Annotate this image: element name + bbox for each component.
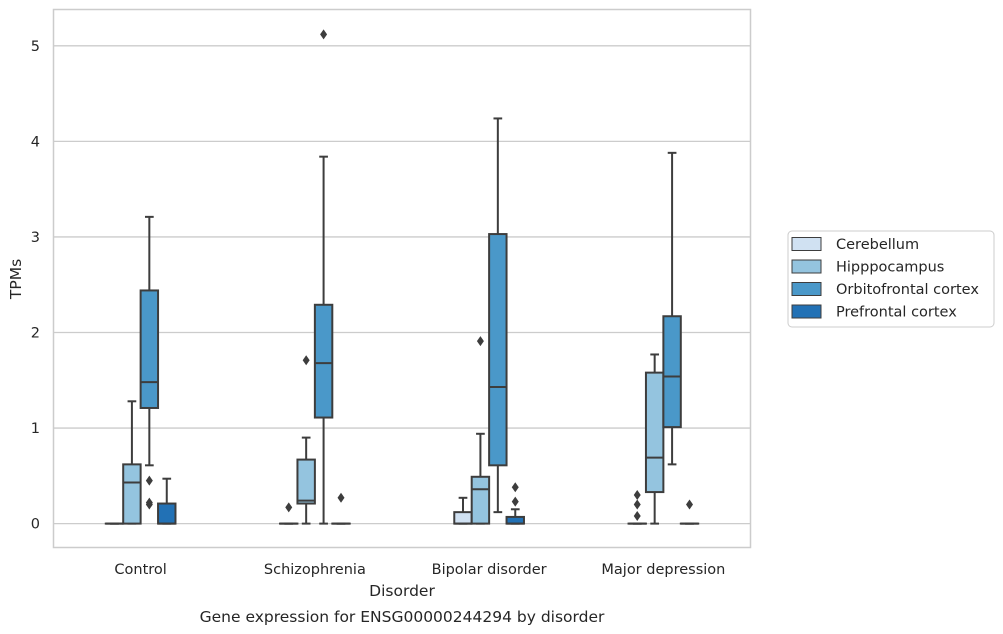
boxes: [104, 29, 700, 525]
outlier-point: [633, 489, 641, 500]
box-prefrontal-cortex: [679, 499, 700, 525]
box-cerebellum: [627, 489, 647, 525]
iqr-box: [139, 289, 160, 409]
y-axis-label: TPMs: [7, 259, 25, 300]
outlier-point: [145, 475, 153, 486]
legend-frame: [787, 230, 995, 328]
x-tick-label: Schizophrenia: [264, 562, 366, 578]
box-orbitofrontal-cortex: [488, 117, 508, 514]
iqr-box: [644, 371, 665, 494]
box-prefrontal-cortex: [505, 482, 525, 525]
outlier-point: [633, 510, 641, 521]
iqr-box: [122, 463, 142, 525]
iqr-box: [157, 502, 177, 525]
legend-entry-label: Hipppocampus: [836, 260, 944, 276]
outlier-point: [511, 482, 519, 493]
box-orbitofrontal-cortex: [662, 151, 682, 466]
outlier-point: [337, 492, 345, 503]
x-tick-label: Major depression: [601, 562, 725, 578]
x-axis-label: Disorder: [369, 582, 435, 600]
iqr-box: [453, 511, 473, 525]
y-tick-label: 1: [31, 421, 40, 437]
y-tick-label: 0: [31, 517, 40, 533]
iqr-box: [313, 303, 334, 419]
x-tick-label: Control: [114, 562, 166, 578]
outlier-point: [145, 497, 153, 508]
box-cerebellum: [453, 496, 473, 525]
outlier-point: [285, 502, 293, 513]
box-hipppocampus: [296, 355, 316, 525]
legend-entry-label: Prefrontal cortex: [836, 305, 957, 321]
outlier-point: [302, 355, 310, 366]
x-tick-label: Bipolar disorder: [432, 562, 547, 578]
outlier-point: [476, 336, 484, 347]
legend: Cerebellum Hipppocampus Orbitofrontal cort…: [787, 230, 995, 328]
box-hipppocampus: [122, 400, 142, 525]
plot-area-frame: [52, 8, 752, 549]
legend-entry-label: Orbitofrontal cortex: [836, 282, 979, 298]
chart-caption: Gene expression for ENSG00000244294 by d…: [200, 608, 605, 626]
box-prefrontal-cortex: [157, 477, 177, 525]
iqr-box: [488, 233, 508, 467]
box-prefrontal-cortex: [331, 492, 351, 525]
outlier-point: [511, 496, 519, 507]
box-hipppocampus: [470, 336, 491, 525]
box-hipppocampus: [644, 353, 665, 525]
y-tick-label: 4: [31, 134, 40, 150]
y-axis-ticks: 0 1 2 3 4 5: [31, 39, 40, 533]
legend-swatch: [791, 259, 822, 274]
legend-swatch: [791, 282, 822, 296]
iqr-box: [662, 315, 682, 429]
outlier-point: [686, 499, 694, 510]
legend-entry-label: Cerebellum: [836, 237, 919, 253]
iqr-box: [470, 475, 491, 525]
outlier-point: [320, 29, 328, 40]
legend-swatch: [791, 237, 822, 251]
outlier-point: [633, 499, 641, 510]
iqr-box: [296, 458, 316, 505]
y-tick-label: 3: [31, 230, 40, 246]
box-cerebellum: [279, 502, 299, 525]
x-axis-ticks: Control Schizophrenia Bipolar disorder Majo…: [114, 562, 725, 578]
y-tick-label: 2: [31, 325, 40, 341]
box-orbitofrontal-cortex: [313, 29, 334, 525]
legend-swatch: [791, 304, 822, 319]
iqr-box: [505, 515, 525, 525]
box-orbitofrontal-cortex: [139, 215, 160, 510]
y-tick-label: 5: [31, 39, 40, 55]
